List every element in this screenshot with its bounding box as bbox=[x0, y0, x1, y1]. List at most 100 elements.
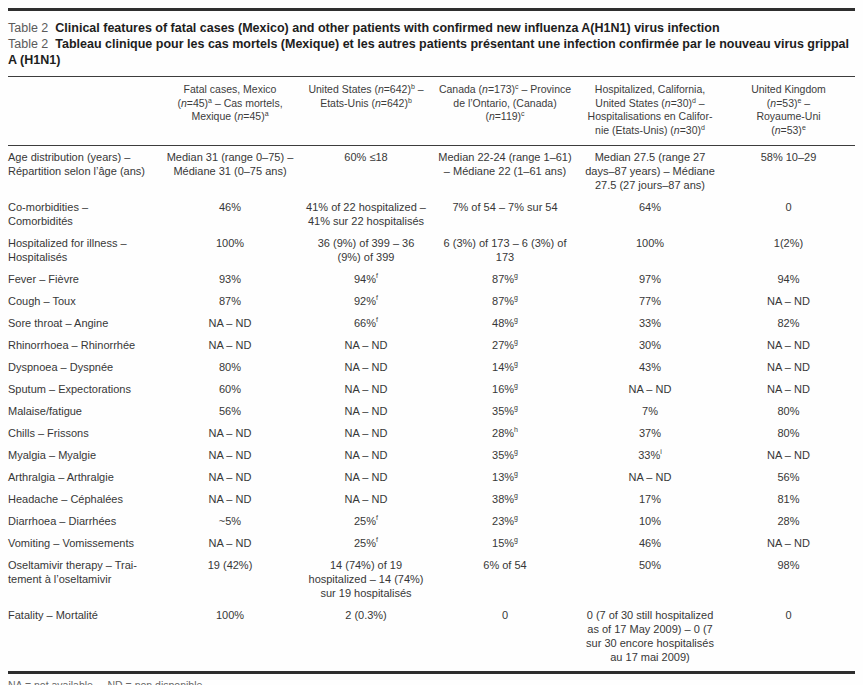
data-cell: 80% bbox=[160, 356, 300, 378]
data-cell: Median 31 (range 0–75) – Médiane 31 (0–7… bbox=[160, 146, 300, 197]
row-label: Myalgia – Myalgie bbox=[8, 444, 160, 466]
data-cell: 33% bbox=[578, 312, 722, 334]
data-cell: NA – ND bbox=[722, 334, 855, 356]
data-cell: NA – ND bbox=[160, 312, 300, 334]
table-row: Malaise/fatigue56%NA – ND35%g7%80% bbox=[8, 400, 855, 422]
table-row: Rhinorrhoea – RhinorrhéeNA – NDNA – ND27… bbox=[8, 334, 855, 356]
row-label: Cough – Toux bbox=[8, 290, 160, 312]
data-cell: 13%g bbox=[432, 466, 578, 488]
table-title-en: Clinical features of fatal cases (Mexico… bbox=[55, 21, 719, 35]
data-cell: 80% bbox=[722, 422, 855, 444]
data-cell: 10% bbox=[578, 510, 722, 532]
table-row: Vomiting – Vomissements NA – ND 25%f15%g46… bbox=[8, 532, 855, 554]
row-label: Sore throat – Angine bbox=[8, 312, 160, 334]
data-cell: 15%g bbox=[432, 532, 578, 554]
row-label: Arthralgia – Arthralgie bbox=[8, 466, 160, 488]
data-cell: 94% bbox=[722, 268, 855, 290]
row-label: Fever – Fièvre bbox=[8, 268, 160, 290]
data-cell: 28% bbox=[722, 510, 855, 532]
row-label: Fatality – Mortalité bbox=[8, 604, 160, 668]
data-cell: 14%g bbox=[432, 356, 578, 378]
data-cell: 14 (74%) of 19 hospitalized – 14 (74%) s… bbox=[300, 554, 432, 604]
data-cell: 58% 10–29 bbox=[722, 146, 855, 197]
data-cell: NA – ND bbox=[160, 422, 300, 444]
table-title-en-line: Table 2 Clinical features of fatal cases … bbox=[8, 20, 855, 36]
table-row: Arthralgia – ArthralgieNA – NDNA – ND13%… bbox=[8, 466, 855, 488]
data-cell: 77% bbox=[578, 290, 722, 312]
data-cell: 81% bbox=[722, 488, 855, 510]
data-cell: NA – ND bbox=[578, 466, 722, 488]
row-label: Chills – Frissons bbox=[8, 422, 160, 444]
data-cell: 46% bbox=[160, 196, 300, 232]
table-row: Hospitalized for illness – Hospitalisés 1… bbox=[8, 232, 855, 268]
table-title-fr: Tableau clinique pour les cas mortels (M… bbox=[8, 37, 849, 67]
data-cell: 100% bbox=[160, 604, 300, 668]
data-cell: 87% bbox=[160, 290, 300, 312]
data-cell: 87%g bbox=[432, 268, 578, 290]
data-cell: NA – ND bbox=[300, 422, 432, 444]
data-cell: 92%f bbox=[300, 290, 432, 312]
clinical-features-table: Fatal cases, Mexico (n=45)a – Cas mortel… bbox=[8, 76, 855, 668]
table-row: Headache – CéphaléesNA – NDNA – ND38%g17… bbox=[8, 488, 855, 510]
data-cell: 19 (42%) bbox=[160, 554, 300, 604]
table-number-en: Table 2 bbox=[8, 21, 48, 35]
data-cell: 0 bbox=[722, 604, 855, 668]
data-cell: 46% bbox=[578, 532, 722, 554]
column-header-united-kingdom: United Kingdom (n=53)e – Royaume-Uni (n=… bbox=[722, 77, 855, 146]
data-cell: 80% bbox=[722, 400, 855, 422]
data-cell: 50% bbox=[578, 554, 722, 604]
data-cell: 1(2%) bbox=[722, 232, 855, 268]
data-cell: Median 27.5 (range 27 days–87 years) – M… bbox=[578, 146, 722, 197]
table-row: Cough – Toux87%92%f87%g77%NA – ND bbox=[8, 290, 855, 312]
data-cell: 6% of 54 bbox=[432, 554, 578, 604]
data-cell: 7% bbox=[578, 400, 722, 422]
data-cell: Median 22-24 (range 1–61) – Médiane 22 (… bbox=[432, 146, 578, 197]
footnote: NA = not available. – ND = non disponibl… bbox=[8, 679, 855, 685]
column-header-mexico: Fatal cases, Mexico (n=45)a – Cas mortel… bbox=[160, 77, 300, 146]
data-cell: NA – ND bbox=[300, 444, 432, 466]
table-row: Dyspnoea – Dyspnée80%NA – ND14%g43%NA – … bbox=[8, 356, 855, 378]
table-row: Co-morbidities – Comorbidités46%41% of 2… bbox=[8, 196, 855, 232]
data-cell: 28%h bbox=[432, 422, 578, 444]
row-label: Dyspnoea – Dyspnée bbox=[8, 356, 160, 378]
data-cell: 33%i bbox=[578, 444, 722, 466]
data-cell: 2 (0.3%) bbox=[300, 604, 432, 668]
data-cell: 35%g bbox=[432, 444, 578, 466]
table-row: Fatality – Mortalité100%2 (0.3%)00 (7 of… bbox=[8, 604, 855, 668]
table-number-fr: Table 2 bbox=[8, 37, 48, 51]
data-cell: 48%g bbox=[432, 312, 578, 334]
row-label: Sputum – Expectorations bbox=[8, 378, 160, 400]
table-row: Diarrhoea – Diarrhées~5%25%f23%g10%28% bbox=[8, 510, 855, 532]
data-cell: NA – ND bbox=[722, 532, 855, 554]
data-cell: 100% bbox=[578, 232, 722, 268]
data-cell: 6 (3%) of 173 – 6 (3%) of 173 bbox=[432, 232, 578, 268]
row-label: Vomiting – Vomissements bbox=[8, 532, 160, 554]
table-row: Chills – FrissonsNA – NDNA – ND28%h37%80… bbox=[8, 422, 855, 444]
row-label: Oseltamivir therapy – Trai­tement à l’os… bbox=[8, 554, 160, 604]
table-header: Fatal cases, Mexico (n=45)a – Cas mortel… bbox=[8, 77, 855, 146]
data-cell: 60% ≤18 bbox=[300, 146, 432, 197]
data-cell: 82% bbox=[722, 312, 855, 334]
column-header-canada: Canada (n=173)c – Province de l’Ontario,… bbox=[432, 77, 578, 146]
data-cell: 94%f bbox=[300, 268, 432, 290]
data-cell: NA – ND bbox=[722, 290, 855, 312]
table-row: Age distribution (years) – Répartition s… bbox=[8, 146, 855, 197]
data-cell: 36 (9%) of 399 – 36 (9%) of 399 bbox=[300, 232, 432, 268]
data-cell: NA – ND bbox=[722, 356, 855, 378]
data-cell: 30% bbox=[578, 334, 722, 356]
data-cell: NA – ND bbox=[160, 444, 300, 466]
column-header-united-states: United States (n=642)b – Etats-Unis (n=6… bbox=[300, 77, 432, 146]
data-cell: 0 bbox=[722, 196, 855, 232]
data-cell: 66%f bbox=[300, 312, 432, 334]
row-label: Hospitalized for illness – Hospitalisés bbox=[8, 232, 160, 268]
row-label: Rhinorrhoea – Rhinorrhée bbox=[8, 334, 160, 356]
table-row: Myalgia – MyalgieNA – NDNA – ND35%g33%iN… bbox=[8, 444, 855, 466]
data-cell: NA – ND bbox=[300, 334, 432, 356]
table-title-fr-line: Table 2Tableau clinique pour les cas mor… bbox=[8, 36, 855, 68]
data-cell: 25%f bbox=[300, 532, 432, 554]
data-cell: 41% of 22 hospitalized – 41% sur 22 hosp… bbox=[300, 196, 432, 232]
data-cell: 0 bbox=[432, 604, 578, 668]
data-cell: 56% bbox=[722, 466, 855, 488]
table-title-block: Table 2 Clinical features of fatal cases … bbox=[8, 20, 855, 68]
data-cell: 87%g bbox=[432, 290, 578, 312]
